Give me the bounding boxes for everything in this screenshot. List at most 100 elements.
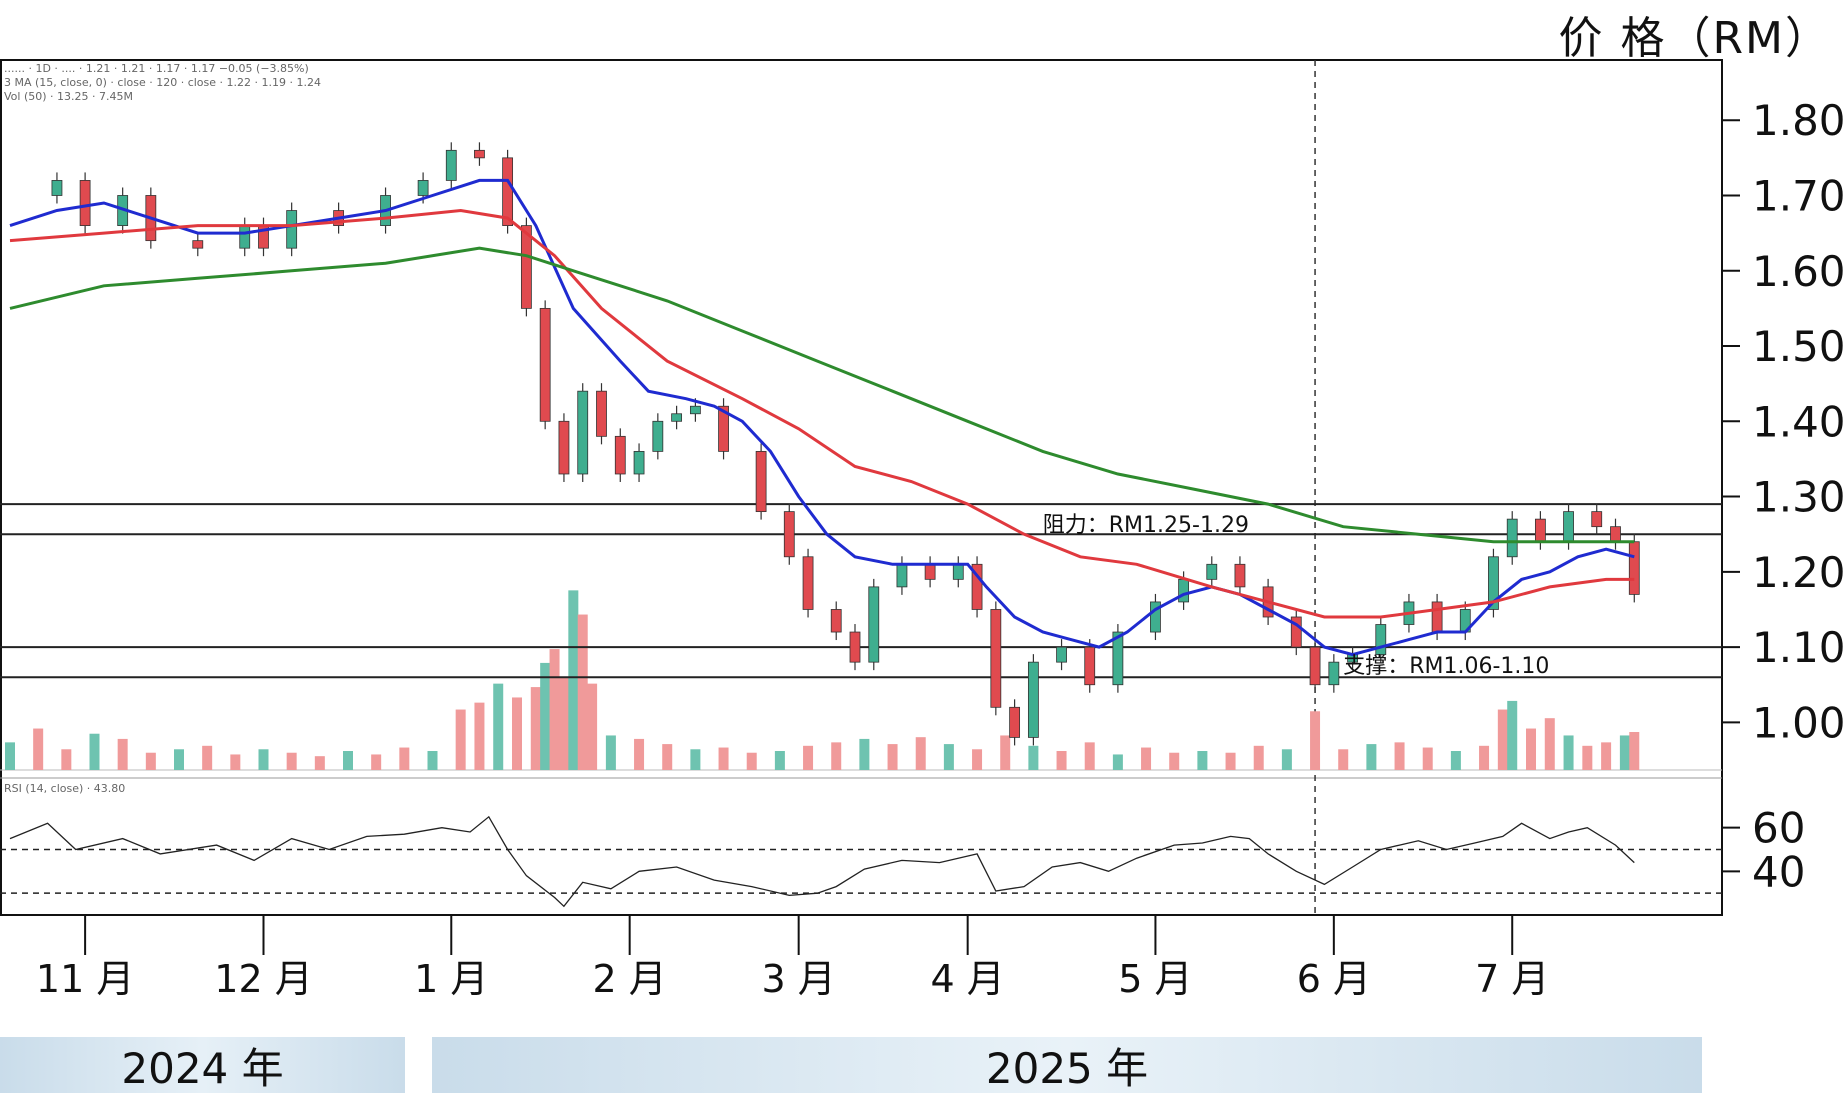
volume-bar: [634, 738, 645, 770]
volume-bar: [258, 749, 269, 770]
candle-body: [802, 556, 814, 610]
volume-bar: [972, 749, 983, 770]
month-tick-label: 12 月: [214, 957, 312, 1001]
legend-line3: Vol (50) · 13.25 · 7.45M: [4, 90, 133, 103]
volume-bar: [1563, 735, 1574, 770]
volume-bar: [1112, 754, 1123, 770]
volume-bar: [371, 754, 382, 770]
volume-bar: [1169, 752, 1180, 770]
volume-bar: [577, 614, 588, 770]
volume-bar: [718, 747, 729, 770]
candle-body: [1009, 706, 1021, 738]
price-y-axis: 1.80 1.70 1.60 1.50 1.40 1.30 1.20 1.10 1.00: [1722, 96, 1845, 747]
month-tick-label: 7 月: [1475, 957, 1549, 1001]
candle-body: [1309, 646, 1321, 686]
volume-bar: [887, 744, 898, 770]
volume-bar: [343, 751, 353, 770]
candle-body: [79, 180, 91, 226]
rsi-line: [9, 815, 1635, 908]
volume-bar: [587, 683, 598, 770]
candle-body: [990, 609, 1002, 708]
month-tick-label: 2 月: [593, 957, 667, 1001]
volume-bar: [493, 683, 504, 770]
volume-bar: [1281, 749, 1292, 770]
candle-body: [558, 420, 570, 475]
candle-body: [577, 390, 589, 475]
candle-body: [633, 450, 645, 475]
legend: ...... · 1D · .... · 1.21 · 1.21 · 1.17 …: [4, 62, 321, 795]
candle-body: [51, 180, 63, 196]
candle-body: [596, 390, 607, 437]
volume-bar: [1497, 709, 1508, 770]
price-tick-label: 1.60: [1752, 247, 1845, 296]
price-tick-label: 1.40: [1752, 397, 1845, 446]
candle-body: [1591, 511, 1603, 528]
volume-bar: [1450, 751, 1461, 770]
year-band-2025: 2025 年: [432, 1037, 1702, 1093]
volume-bar: [859, 738, 870, 770]
month-tick-label: 5 月: [1118, 957, 1192, 1001]
candle-body: [1290, 616, 1302, 648]
candle-body: [239, 225, 251, 249]
candle-body: [1178, 578, 1190, 603]
candle-body: [417, 180, 429, 196]
volume-bar: [1141, 747, 1152, 770]
volume-bar: [230, 754, 241, 770]
month-tick-label: 3 月: [762, 957, 836, 1001]
volume-bar: [399, 747, 410, 770]
volume-bar: [1544, 718, 1555, 770]
candle-body: [1506, 518, 1518, 558]
volume-bar: [774, 751, 785, 770]
volume-bar: [1366, 744, 1377, 770]
candle-body: [520, 225, 532, 309]
ma-line-ma120: [9, 246, 1635, 544]
volume-bar: [1197, 751, 1208, 770]
volume-bar: [1629, 732, 1640, 770]
price-tick-label: 1.80: [1752, 96, 1845, 145]
candle-body: [830, 609, 842, 633]
volume-bar: [1056, 751, 1067, 770]
candle-body: [539, 307, 551, 422]
volume-bar: [605, 735, 616, 770]
volume-bar: [540, 662, 551, 770]
candle-body: [286, 210, 298, 249]
candle-body: [689, 405, 701, 415]
price-tick-label: 1.20: [1752, 548, 1845, 597]
candle-body: [671, 413, 683, 422]
year-band-2024: 2024 年: [0, 1037, 405, 1093]
volume-bar: [1619, 735, 1630, 770]
ma-line-ma15: [9, 178, 1635, 657]
volume-bar: [1310, 711, 1321, 770]
legend-line2: 3 MA (15, close, 0) · close · 120 · clos…: [4, 76, 321, 89]
volume-bar: [746, 752, 757, 770]
candle-body: [849, 631, 861, 663]
price-axis-title: 价 格（RM）: [1558, 13, 1831, 64]
candle-body: [952, 563, 964, 580]
volume-bar: [1084, 742, 1095, 770]
legend-rsi: RSI (14, close) · 43.80: [4, 782, 125, 795]
volume-bar: [568, 590, 579, 770]
candle-body: [1610, 526, 1621, 543]
candle-body: [755, 450, 767, 513]
volume-bar: [1422, 747, 1433, 770]
month-tick-label: 1 月: [414, 957, 488, 1001]
resistance-label: 阻力：RM1.25-1.29: [1043, 513, 1249, 538]
volume-bar: [145, 752, 156, 770]
month-tick-label: 6 月: [1297, 957, 1371, 1001]
rsi-tick-label: 60: [1752, 804, 1805, 853]
price-tick-label: 1.50: [1752, 322, 1845, 371]
price-tick-label: 1.10: [1752, 623, 1845, 672]
candle-body: [1112, 631, 1124, 686]
volume-bar: [5, 742, 15, 770]
candle-body: [445, 149, 457, 181]
candle-body: [868, 586, 880, 663]
volume-bar: [202, 745, 213, 770]
candle-body: [474, 149, 485, 159]
volume-bars: [5, 590, 1640, 770]
price-tick-label: 1.00: [1752, 698, 1845, 747]
volume-bar: [61, 749, 72, 770]
month-tick-label: 11 月: [36, 957, 134, 1001]
